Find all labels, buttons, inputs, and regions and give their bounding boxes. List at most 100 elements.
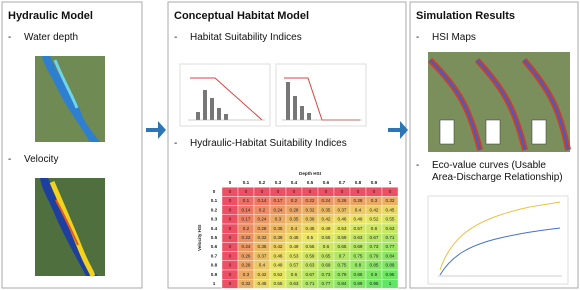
suitability-chart [276,64,366,126]
cell-value: 0.95 [386,272,395,277]
panel-title: Simulation Results [416,10,515,22]
cell-value: 0.89 [354,281,363,286]
cell-value: 0.24 [322,198,331,203]
cell-value: 0.45 [290,235,299,240]
row-header: 0.3 [211,217,218,222]
cell-value: 0.46 [274,253,283,258]
item-label: Hydraulic-Habitat Suitability Indices [190,138,347,149]
cell-value: 0.42 [258,272,267,277]
cell-value: 0 [229,207,232,212]
cell-value: 0.24 [258,217,267,222]
cell-value: 0.5 [307,235,314,240]
cell-value: 0.42 [370,207,379,212]
cell-value: 0 [229,217,232,222]
row-header: 0.6 [211,244,218,249]
column-header: 1 [389,180,392,185]
cell-value: 0.28 [290,207,299,212]
cell-value: 0.32 [258,235,267,240]
bullet: - [174,32,177,43]
cell-value: 0 [373,189,376,194]
cell-value: 0.57 [290,263,299,268]
cell-value: 0.71 [386,235,395,240]
cell-value: 0.39 [274,235,283,240]
cell-value: 0.65 [322,253,331,258]
cell-value: 0.4 [291,226,298,231]
cell-value: 0.63 [354,235,363,240]
cell-value: 0.35 [322,207,331,212]
cell-value: 0.75 [338,263,347,268]
cell-value: 0 [229,244,232,249]
cell-value: 0.49 [322,226,331,231]
cell-value: 0.63 [306,263,315,268]
cell-value: 0.3 [371,198,378,203]
cell-value: 0.7 [339,253,346,258]
cell-value: 0.3 [275,217,282,222]
cell-value: 0.42 [322,217,331,222]
row-header: 1 [213,281,216,286]
item-label: HSI Maps [432,32,476,43]
cell-value: 0 [261,189,264,194]
bullet: - [8,154,11,165]
cell-value: 0 [277,189,280,194]
cell-value: 0.32 [306,207,315,212]
cell-value: 0.3 [243,272,250,277]
cell-value: 0 [229,253,232,258]
cell-value: 0.55 [274,281,283,286]
cell-value: 0.28 [258,226,267,231]
cell-value: 0.59 [306,253,315,258]
cell-value: 0.77 [386,244,395,249]
cell-value: 0.2 [243,226,250,231]
item-line: Area-Discharge Relationship) [432,172,563,183]
cell-value: 0.26 [338,198,347,203]
cell-value: 0 [325,189,328,194]
cell-value: 0 [229,281,232,286]
cell-value: 0.42 [274,244,283,249]
cell-value: 0.71 [306,281,315,286]
column-header: 0.8 [355,180,362,185]
cell-value: 0.14 [258,198,267,203]
cell-value: 0.49 [274,263,283,268]
suitability-chart [180,64,270,126]
cell-value: 0 [245,189,248,194]
cell-value: 0.32 [386,198,395,203]
cell-value: 0.24 [274,207,283,212]
cell-value: 0.55 [386,217,395,222]
cell-value: 0.46 [338,217,347,222]
bullet: - [8,32,11,43]
row-header: 0.7 [211,253,218,258]
cell-value: 0.37 [258,253,267,258]
cell-value: 0.17 [242,217,251,222]
cell-value: 0 [389,189,392,194]
cell-value: 0.32 [242,281,251,286]
cell-value: 0.49 [354,217,363,222]
eco-value-chart [428,196,568,284]
cell-value: 0.75 [354,253,363,258]
cell-value: 0.59 [338,235,347,240]
item-line: Eco-value curves (Usable [432,160,546,171]
cell-value: 0.17 [274,198,283,203]
cell-value: 0.55 [306,244,315,249]
cell-value: 0.84 [386,253,395,258]
column-header: 0.5 [307,180,314,185]
cell-value: 0.24 [242,244,251,249]
cell-value: 0.53 [338,226,347,231]
cell-value: 0.6 [291,272,298,277]
row-header: 0.5 [211,235,218,240]
cell-value: 0.35 [258,244,267,249]
cell-value: 0 [229,272,232,277]
cell-value: 0 [293,189,296,194]
row-header: 0.8 [211,263,218,268]
cell-value: 0.52 [274,272,283,277]
cell-value: 0.52 [370,217,379,222]
cell-value: 0.14 [242,207,251,212]
cell-value: 0 [229,235,232,240]
cell-value: 0.49 [290,244,299,249]
cell-value: 0.6 [323,244,330,249]
item-label: Water depth [24,32,78,43]
cell-value: 0.4 [355,207,362,212]
column-header: 0 [229,180,232,185]
cell-value: 0.73 [322,272,331,277]
row-header: 0.2 [211,207,218,212]
cell-value: 0.39 [306,217,315,222]
cell-value: 0.26 [242,253,251,258]
